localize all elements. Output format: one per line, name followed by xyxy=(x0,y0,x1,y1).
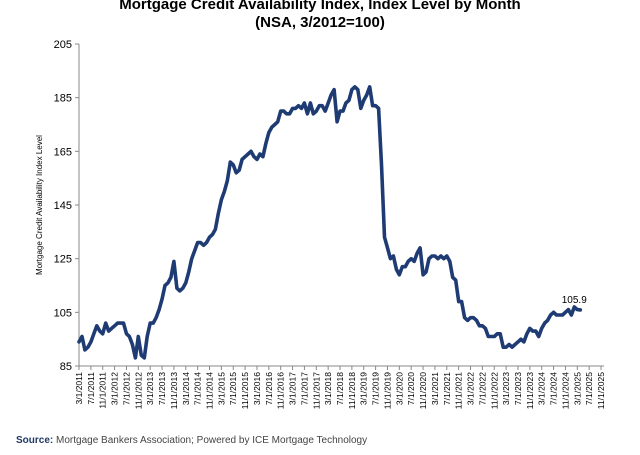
x-tick-label: 3/1/2011 xyxy=(74,372,84,405)
x-tick-label: 11/1/2013 xyxy=(169,372,179,409)
y-tick-label: 165 xyxy=(54,146,72,158)
x-tick-label: 7/1/2019 xyxy=(371,372,381,405)
x-tick-label: 3/1/2024 xyxy=(537,372,547,405)
x-tick-label: 11/1/2012 xyxy=(133,372,143,409)
x-tick-label: 11/1/2018 xyxy=(347,372,357,409)
x-tick-label: 7/1/2024 xyxy=(549,372,559,405)
x-tick-label: 3/1/2012 xyxy=(110,372,120,405)
x-tick-label: 7/1/2018 xyxy=(335,372,345,405)
y-tick-label: 105 xyxy=(54,307,72,319)
x-tick-label: 7/1/2025 xyxy=(584,372,594,405)
x-tick-label: 3/1/2016 xyxy=(252,372,262,405)
x-tick-label: 3/1/2019 xyxy=(359,372,369,405)
y-tick-label: 185 xyxy=(54,93,72,105)
x-tick-label: 3/1/2021 xyxy=(430,372,440,405)
x-tick-label: 7/1/2020 xyxy=(406,372,416,405)
y-tick-label: 205 xyxy=(54,39,72,51)
x-tick-label: 7/1/2016 xyxy=(264,372,274,405)
axes xyxy=(75,43,604,370)
x-tick-label: 11/1/2016 xyxy=(276,372,286,409)
x-tick-label: 3/1/2015 xyxy=(216,372,226,405)
x-tick-label: 7/1/2015 xyxy=(228,372,238,405)
x-tick-label: 7/1/2012 xyxy=(121,372,131,405)
y-tick-label: 125 xyxy=(54,254,72,266)
x-tick-label: 3/1/2013 xyxy=(145,372,155,405)
x-tick-label: 3/1/2014 xyxy=(181,372,191,405)
y-axis-label: Mortgage Credit Availability Index Level xyxy=(35,135,44,275)
x-tick-label: 3/1/2020 xyxy=(394,372,404,405)
x-tick-label: 11/1/2011 xyxy=(98,372,108,409)
source-label: Source: xyxy=(16,435,54,446)
x-tick-label: 11/1/2023 xyxy=(525,372,535,409)
source-note: Source: Mortgage Bankers Association; Po… xyxy=(16,435,367,446)
x-tick-label: 7/1/2021 xyxy=(442,372,452,405)
x-tick-label: 3/1/2023 xyxy=(501,372,511,405)
x-tick-label: 11/1/2015 xyxy=(240,372,250,409)
y-tick-label: 145 xyxy=(54,200,72,212)
x-tick-label: 7/1/2013 xyxy=(157,372,167,405)
x-tick-label: 3/1/2022 xyxy=(466,372,476,405)
x-tick-label: 3/1/2018 xyxy=(323,372,333,405)
x-tick-label: 11/1/2020 xyxy=(418,372,428,409)
series-line xyxy=(77,85,583,360)
chart-subtitle: (NSA, 3/2012=100) xyxy=(255,14,385,31)
x-tick-label: 7/1/2011 xyxy=(86,372,96,405)
x-tick-label: 11/1/2024 xyxy=(560,372,570,409)
x-tick-label: 11/1/2022 xyxy=(489,372,499,409)
x-tick-label: 7/1/2014 xyxy=(193,372,203,405)
x-tick-label: 3/1/2017 xyxy=(288,372,298,405)
x-tick-label: 7/1/2023 xyxy=(513,372,523,405)
x-tick-label: 11/1/2017 xyxy=(311,372,321,409)
data-label-latest: 105.9 xyxy=(562,295,587,306)
x-tick-label: 11/1/2021 xyxy=(454,372,464,409)
chart-title: Mortgage Credit Availability Index, Inde… xyxy=(119,0,521,13)
y-tick-label: 85 xyxy=(60,361,72,373)
source-text: Mortgage Bankers Association; Powered by… xyxy=(56,435,368,446)
x-tick-label: 11/1/2019 xyxy=(382,372,392,409)
x-tick-label: 7/1/2022 xyxy=(477,372,487,405)
x-tick-label: 3/1/2025 xyxy=(572,372,582,405)
x-tick-label: 11/1/2025 xyxy=(596,372,606,409)
x-tick-label: 11/1/2014 xyxy=(205,372,215,409)
x-tick-label: 7/1/2017 xyxy=(299,372,309,405)
